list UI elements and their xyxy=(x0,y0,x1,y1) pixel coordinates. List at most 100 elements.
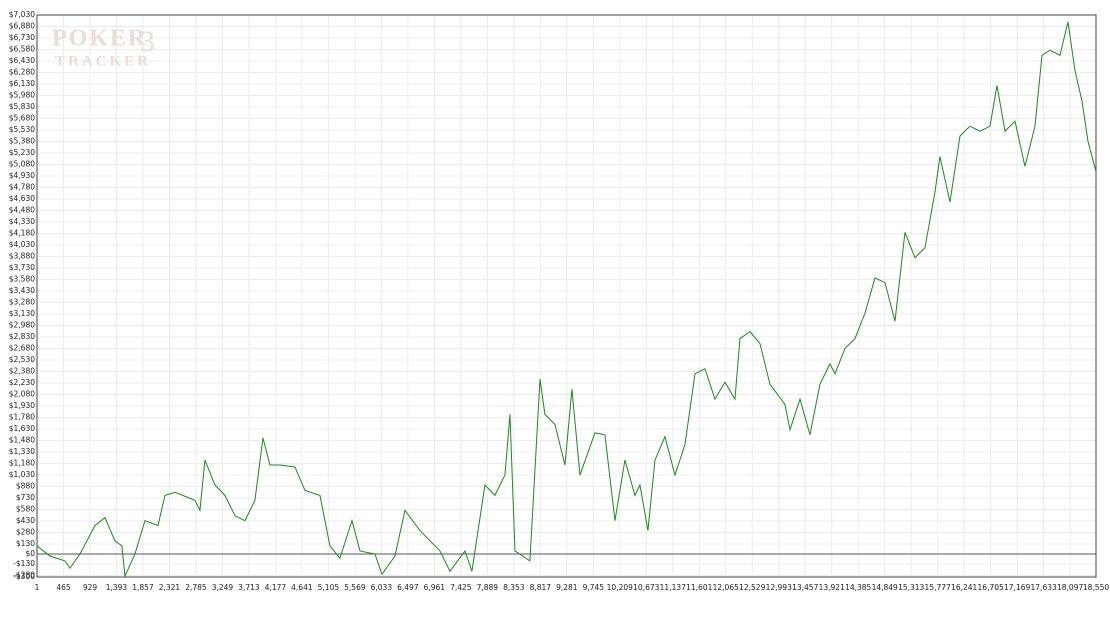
y-tick-label: -$130 xyxy=(13,559,35,568)
y-tick-label: $1,180 xyxy=(9,459,35,468)
y-tick-label: $6,280 xyxy=(9,68,35,77)
x-tick-label: 10,673 xyxy=(633,583,659,592)
y-tick-label: $6,130 xyxy=(9,79,35,88)
y-tick-label: $430 xyxy=(16,516,35,525)
x-tick-label: 13,921 xyxy=(819,583,845,592)
x-tick-label: 4,641 xyxy=(291,583,313,592)
y-tick-label: $2,830 xyxy=(9,332,35,341)
y-tick-label: $2,380 xyxy=(9,367,35,376)
grid xyxy=(36,14,1097,578)
x-tick-label: 929 xyxy=(83,583,98,592)
y-tick-label: $4,480 xyxy=(9,206,35,215)
y-tick-label: $2,230 xyxy=(9,378,35,387)
x-tick-label: 18,550 xyxy=(1083,583,1109,592)
y-tick-label: $2,680 xyxy=(9,344,35,353)
y-tick-label: $130 xyxy=(16,539,35,548)
x-tick-label: 8,817 xyxy=(530,583,552,592)
y-tick-label: $6,880 xyxy=(9,22,35,31)
x-tick-label: 5,105 xyxy=(318,583,340,592)
plot-frame xyxy=(36,14,1097,578)
x-tick-label: 17,169 xyxy=(1004,583,1030,592)
y-tick-label: $5,680 xyxy=(9,114,35,123)
x-tick-label: 14,385 xyxy=(845,583,871,592)
x-tick-label: 17,633 xyxy=(1031,583,1057,592)
x-tick-label: 15,313 xyxy=(898,583,924,592)
y-tick-label: -$280 xyxy=(13,570,35,579)
x-tick-label: 7,889 xyxy=(477,583,499,592)
x-tick-label: 3,249 xyxy=(212,583,234,592)
x-tick-label: 14,849 xyxy=(872,583,898,592)
y-tick-label: $4,330 xyxy=(9,217,35,226)
x-tick-label: 9,745 xyxy=(583,583,605,592)
x-tick-label: 6,033 xyxy=(371,583,393,592)
y-tick-label: $1,630 xyxy=(9,424,35,433)
y-tick-label: $3,130 xyxy=(9,309,35,318)
y-tick-label: $2,980 xyxy=(9,321,35,330)
y-tick-label: $4,180 xyxy=(9,229,35,238)
y-tick-label: $3,730 xyxy=(9,263,35,272)
x-tick-label: 18,097 xyxy=(1057,583,1083,592)
x-tick-label: 1 xyxy=(35,583,40,592)
y-tick-label: $1,030 xyxy=(9,470,35,479)
y-tick-label: $4,630 xyxy=(9,194,35,203)
y-tick-label: $7,030 xyxy=(9,10,35,19)
y-tick-label: $3,880 xyxy=(9,252,35,261)
y-tick-label: $3,580 xyxy=(9,275,35,284)
y-tick-label: $1,930 xyxy=(9,401,35,410)
y-tick-label: $4,030 xyxy=(9,240,35,249)
y-tick-label: $5,980 xyxy=(9,91,35,100)
x-tick-label: 10,209 xyxy=(607,583,633,592)
y-tick-label: $1,330 xyxy=(9,447,35,456)
y-tick-label: $5,380 xyxy=(9,137,35,146)
y-tick-label: $1,780 xyxy=(9,413,35,422)
x-tick-label: 13,457 xyxy=(792,583,818,592)
y-tick-label: $5,080 xyxy=(9,160,35,169)
x-tick-label: 15,777 xyxy=(925,583,951,592)
y-tick-label: $0 xyxy=(25,549,35,558)
x-tick-label: 11,601 xyxy=(686,583,712,592)
y-tick-label: $1,480 xyxy=(9,436,35,445)
x-tick-label: 2,321 xyxy=(159,583,181,592)
x-tick-label: 6,497 xyxy=(397,583,419,592)
logo-top: POKER xyxy=(52,26,147,52)
x-tick-label: 11,137 xyxy=(660,583,686,592)
x-tick-label: 7,425 xyxy=(450,583,472,592)
x-tick-label: 465 xyxy=(56,583,71,592)
x-tick-label: 16,241 xyxy=(951,583,977,592)
x-tick-label: 2,785 xyxy=(185,583,207,592)
logo-number: 3 xyxy=(140,25,155,58)
y-tick-label: $580 xyxy=(16,505,35,514)
y-tick-label: $2,530 xyxy=(9,355,35,364)
x-tick-label: 9,281 xyxy=(556,583,578,592)
y-tick-label: $6,730 xyxy=(9,33,35,42)
y-tick-label: $4,780 xyxy=(9,183,35,192)
logo-bottom: TRACKER xyxy=(55,53,151,69)
y-tick-label: $2,080 xyxy=(9,390,35,399)
y-tick-label: $6,430 xyxy=(9,56,35,65)
y-tick-label: $5,530 xyxy=(9,125,35,134)
x-tick-label: 8,353 xyxy=(503,583,525,592)
x-tick-label: 1,857 xyxy=(132,583,154,592)
y-tick-label: $880 xyxy=(16,482,35,491)
x-tick-label: 3,713 xyxy=(238,583,260,592)
y-tick-label: $6,580 xyxy=(9,45,35,54)
y-tick-label: $5,230 xyxy=(9,148,35,157)
y-tick-label: $730 xyxy=(16,493,35,502)
y-tick-label: -$300 xyxy=(13,572,35,581)
y-tick-label: $3,280 xyxy=(9,298,35,307)
x-tick-label: 16,705 xyxy=(978,583,1004,592)
line-series xyxy=(36,21,1097,579)
x-tick-label: 4,177 xyxy=(265,583,287,592)
y-tick-label: $4,930 xyxy=(9,171,35,180)
x-tick-label: 6,961 xyxy=(424,583,446,592)
y-tick-label: $280 xyxy=(16,528,35,537)
y-tick-label: $3,430 xyxy=(9,286,35,295)
x-tick-label: 5,569 xyxy=(344,583,366,592)
x-tick-label: 12,529 xyxy=(739,583,765,592)
x-tick-label: 1,393 xyxy=(106,583,128,592)
x-tick-label: 12,993 xyxy=(766,583,792,592)
x-tick-label: 12,065 xyxy=(713,583,739,592)
y-tick-label: $5,830 xyxy=(9,102,35,111)
